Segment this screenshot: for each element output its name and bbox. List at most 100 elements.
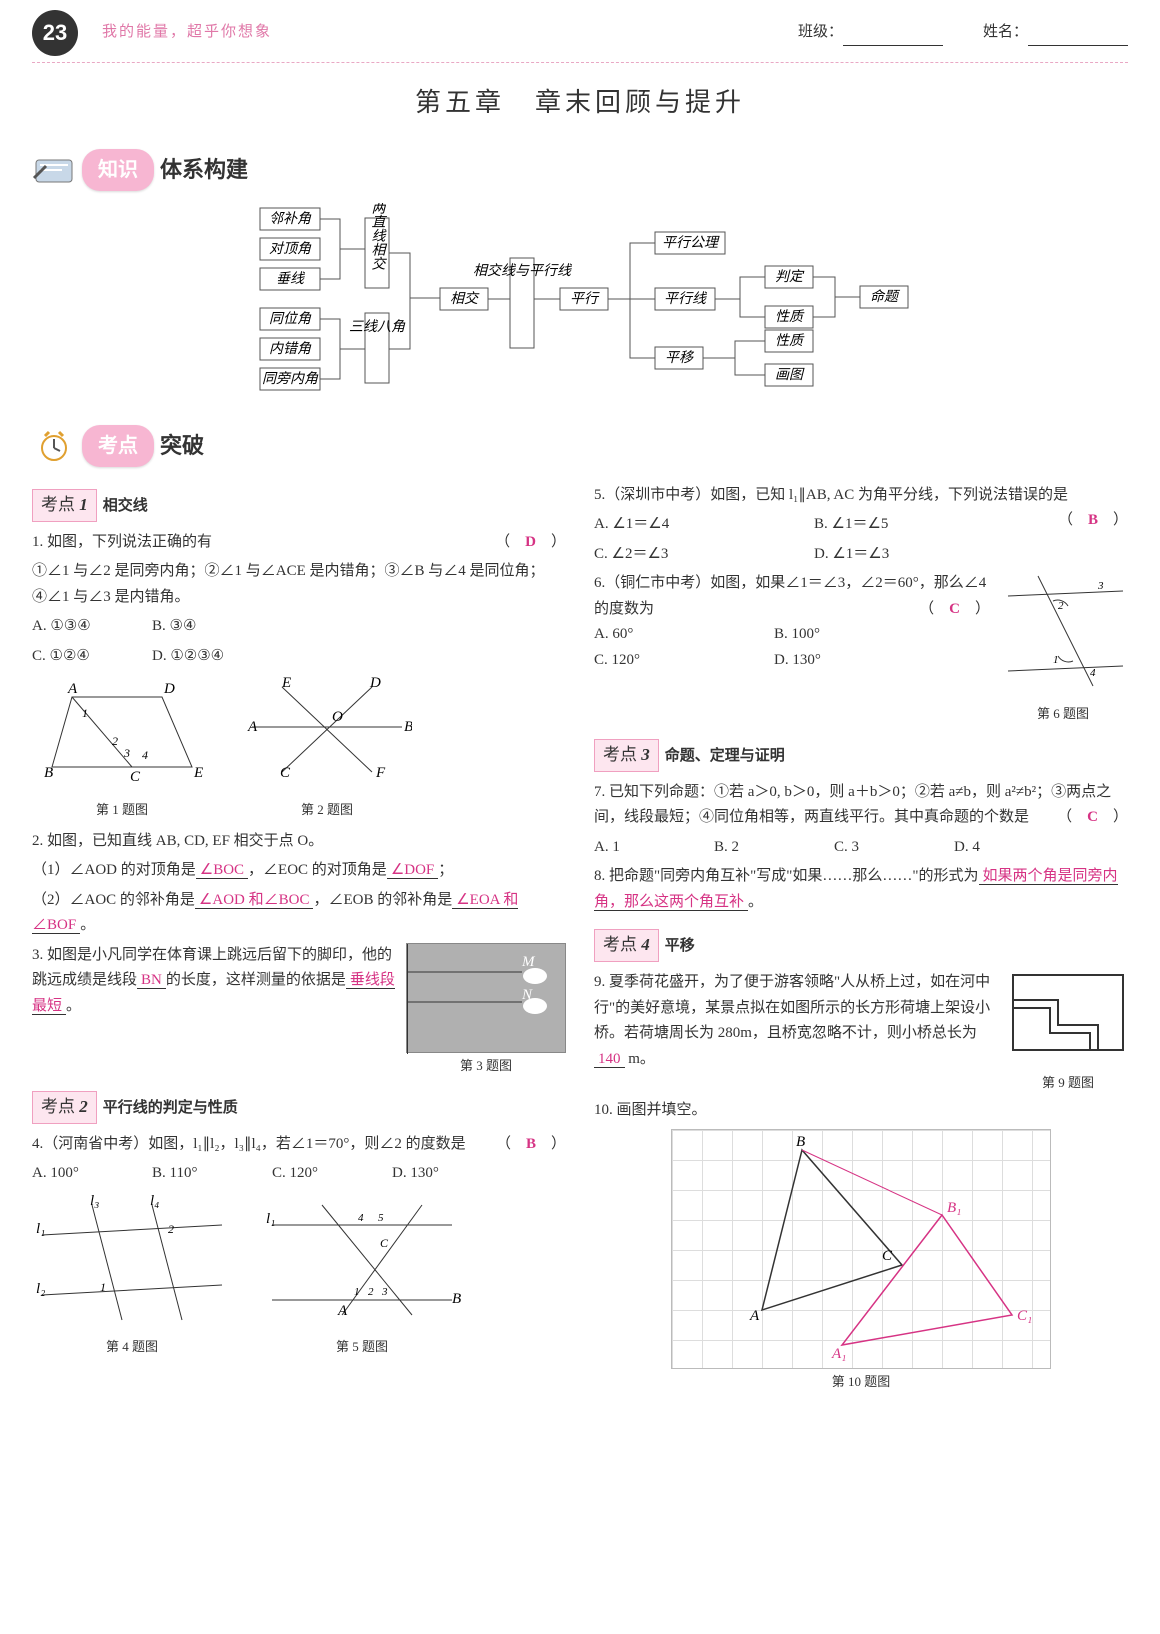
page-number: 23 [32, 10, 78, 56]
svg-text:画图: 画图 [775, 367, 805, 383]
svg-text:性质: 性质 [775, 309, 805, 325]
svg-text:l₁: l₁ [36, 1221, 45, 1237]
q1-options: A. ①③④B. ③④ [32, 614, 566, 640]
svg-text:4: 4 [1090, 667, 1096, 679]
section-1-title: 体系构建 [160, 151, 248, 188]
svg-text:同位角: 同位角 [269, 311, 312, 327]
q2-2: （2）∠AOC 的邻补角是∠AOD 和∠BOC，∠EOB 的邻补角是∠EOA 和… [32, 888, 566, 939]
q4-options: A. 100°B. 110°C. 120°D. 130° [32, 1161, 566, 1187]
class-label[interactable]: 班级： [798, 20, 943, 46]
svg-text:2: 2 [1058, 600, 1064, 612]
svg-text:垂线: 垂线 [276, 271, 306, 287]
svg-text:A: A [67, 681, 78, 697]
svg-text:判定: 判定 [775, 269, 805, 285]
kp1-box: 考点 1 [32, 489, 97, 522]
concept-map: 邻补角 对顶角 垂线 同位角 内错角 同旁内角 两直线相交 三线八角 相交 相交… [32, 203, 1128, 413]
page-title: 第五章 章末回顾与提升 [32, 81, 1128, 125]
q8: 8. 把命题"同旁内角互补"写成"如果……那么……"的形式为如果两个角是同旁内角… [594, 864, 1128, 915]
svg-text:l₂: l₂ [36, 1281, 45, 1297]
svg-text:C: C [882, 1248, 893, 1264]
svg-text:2: 2 [112, 734, 118, 748]
q1-figure: AD BCE 12 34 第 1 题图 [32, 677, 212, 821]
svg-text:M: M [521, 954, 536, 970]
svg-text:A₁: A₁ [831, 1346, 846, 1362]
q9: 9. 夏季荷花盛开，为了便于游客领略"人从桥上过，如在河中行"的美好意境，某景点… [594, 970, 1128, 1094]
q4-answer: B [526, 1136, 536, 1152]
svg-text:E: E [193, 765, 203, 781]
q4: 4.（河南省中考）如图，l₁∥l₂，l₃∥l₄，若∠1＝70°，则∠2 的度数是… [32, 1132, 566, 1158]
q9-answer: 140 [594, 1051, 625, 1068]
kp4-title: 平移 [665, 938, 695, 954]
svg-text:B: B [44, 765, 53, 781]
svg-text:C: C [280, 765, 291, 781]
svg-text:4: 4 [142, 748, 148, 762]
kp4-box: 考点 4 [594, 929, 659, 962]
kp2-title: 平行线的判定与性质 [103, 1100, 238, 1116]
svg-text:A: A [749, 1308, 760, 1324]
right-column: 5.（深圳市中考）如图，已知 l₁∥AB, AC 为角平分线，下列说法错误的是 … [594, 479, 1128, 1394]
svg-text:B: B [404, 719, 412, 735]
svg-text:内错角: 内错角 [269, 341, 312, 357]
svg-text:C: C [130, 769, 141, 785]
svg-text:C₁: C₁ [1017, 1308, 1032, 1324]
fig-row-1: AD BCE 12 34 第 1 题图 AB CD EF O 第 2 题图 [32, 677, 566, 821]
fig-row-4-5: l₁l₂l₃l₄ 12 第 4 题图 l₁AB C 45 123 第 5 题图 [32, 1195, 566, 1359]
section-1-head: 知识 体系构建 [32, 149, 1128, 191]
q5-options-2: C. ∠2＝∠3D. ∠1＝∠3 [594, 542, 1128, 568]
kp2-box: 考点 2 [32, 1091, 97, 1124]
section-2-head: 考点 突破 [32, 425, 1128, 467]
svg-text:E: E [281, 677, 291, 691]
svg-text:同旁内角: 同旁内角 [262, 371, 319, 387]
svg-text:l₄: l₄ [150, 1195, 159, 1209]
q10-figure: BAC B₁A₁C₁ [671, 1129, 1051, 1369]
q10-fig-label: 第 10 题图 [594, 1371, 1128, 1393]
svg-text:1: 1 [100, 1280, 106, 1294]
q5-answer: B [1088, 512, 1098, 528]
q2-figure: AB CD EF O 第 2 题图 [242, 677, 412, 821]
svg-text:4: 4 [358, 1212, 364, 1224]
n: 两直线相交 [370, 203, 386, 270]
svg-text:F: F [375, 765, 386, 781]
svg-text:2: 2 [368, 1286, 374, 1298]
svg-text:三线八角: 三线八角 [349, 319, 406, 335]
svg-text:命题: 命题 [870, 289, 901, 305]
svg-text:平行: 平行 [570, 291, 600, 307]
student-fields: 班级： 姓名： [798, 20, 1128, 46]
svg-text:性质: 性质 [775, 333, 805, 349]
q9-figure: 第 9 题图 [1008, 970, 1128, 1094]
q3-figure: MN ABC 第 3 题图 [406, 943, 566, 1077]
section-2-title: 突破 [160, 427, 204, 464]
q6-answer: C [949, 601, 960, 617]
q7-answer: C [1087, 809, 1098, 825]
svg-text:A: A [337, 1303, 348, 1319]
svg-text:3: 3 [123, 746, 130, 760]
q1: 1. 如图，下列说法正确的有 （ D ） [32, 530, 566, 556]
clock-icon [32, 430, 76, 462]
q3: 3. 如图是小凡同学在体育课上跳远后留下的脚印，他的跳远成绩是线段BN的长度，这… [32, 943, 566, 1077]
svg-text:平行公理: 平行公理 [662, 235, 720, 251]
q1-answer: D [525, 534, 536, 550]
svg-text:1: 1 [1053, 654, 1059, 666]
svg-text:相交: 相交 [450, 291, 480, 307]
svg-text:1: 1 [354, 1286, 360, 1298]
svg-text:l₁: l₁ [266, 1211, 275, 1227]
q7: 7. 已知下列命题：①若 a＞0, b＞0，则 a＋b＞0；②若 a≠b，则 a… [594, 780, 1128, 831]
svg-text:B: B [796, 1134, 805, 1150]
svg-text:C: C [380, 1236, 389, 1250]
svg-text:3: 3 [381, 1286, 388, 1298]
svg-text:平行线: 平行线 [664, 291, 708, 307]
q7-options: A. 1B. 2C. 3D. 4 [594, 835, 1128, 861]
q2-1: （1）∠AOD 的对顶角是∠BOC，∠EOC 的对顶角是∠DOF； [32, 858, 566, 884]
name-label[interactable]: 姓名： [983, 20, 1128, 46]
kp3-title: 命题、定理与证明 [665, 748, 785, 764]
svg-text:5: 5 [378, 1212, 384, 1224]
svg-text:B: B [452, 1291, 461, 1307]
q1-detail: ①∠1 与∠2 是同旁内角；②∠1 与∠ACE 是内错角；③∠B 与∠4 是同位… [32, 559, 566, 610]
svg-text:l₃: l₃ [90, 1195, 99, 1209]
kp1-title: 相交线 [103, 498, 148, 514]
svg-text:对顶角: 对顶角 [269, 241, 312, 257]
q6-figure: 32 14 第 6 题图 [998, 571, 1128, 725]
svg-text:平移: 平移 [665, 350, 695, 366]
section-1-badge: 知识 [82, 149, 154, 191]
q6: 6.（铜仁市中考）如图，如果∠1＝∠3，∠2＝60°，那么∠4 的度数为（ C … [594, 571, 1128, 725]
